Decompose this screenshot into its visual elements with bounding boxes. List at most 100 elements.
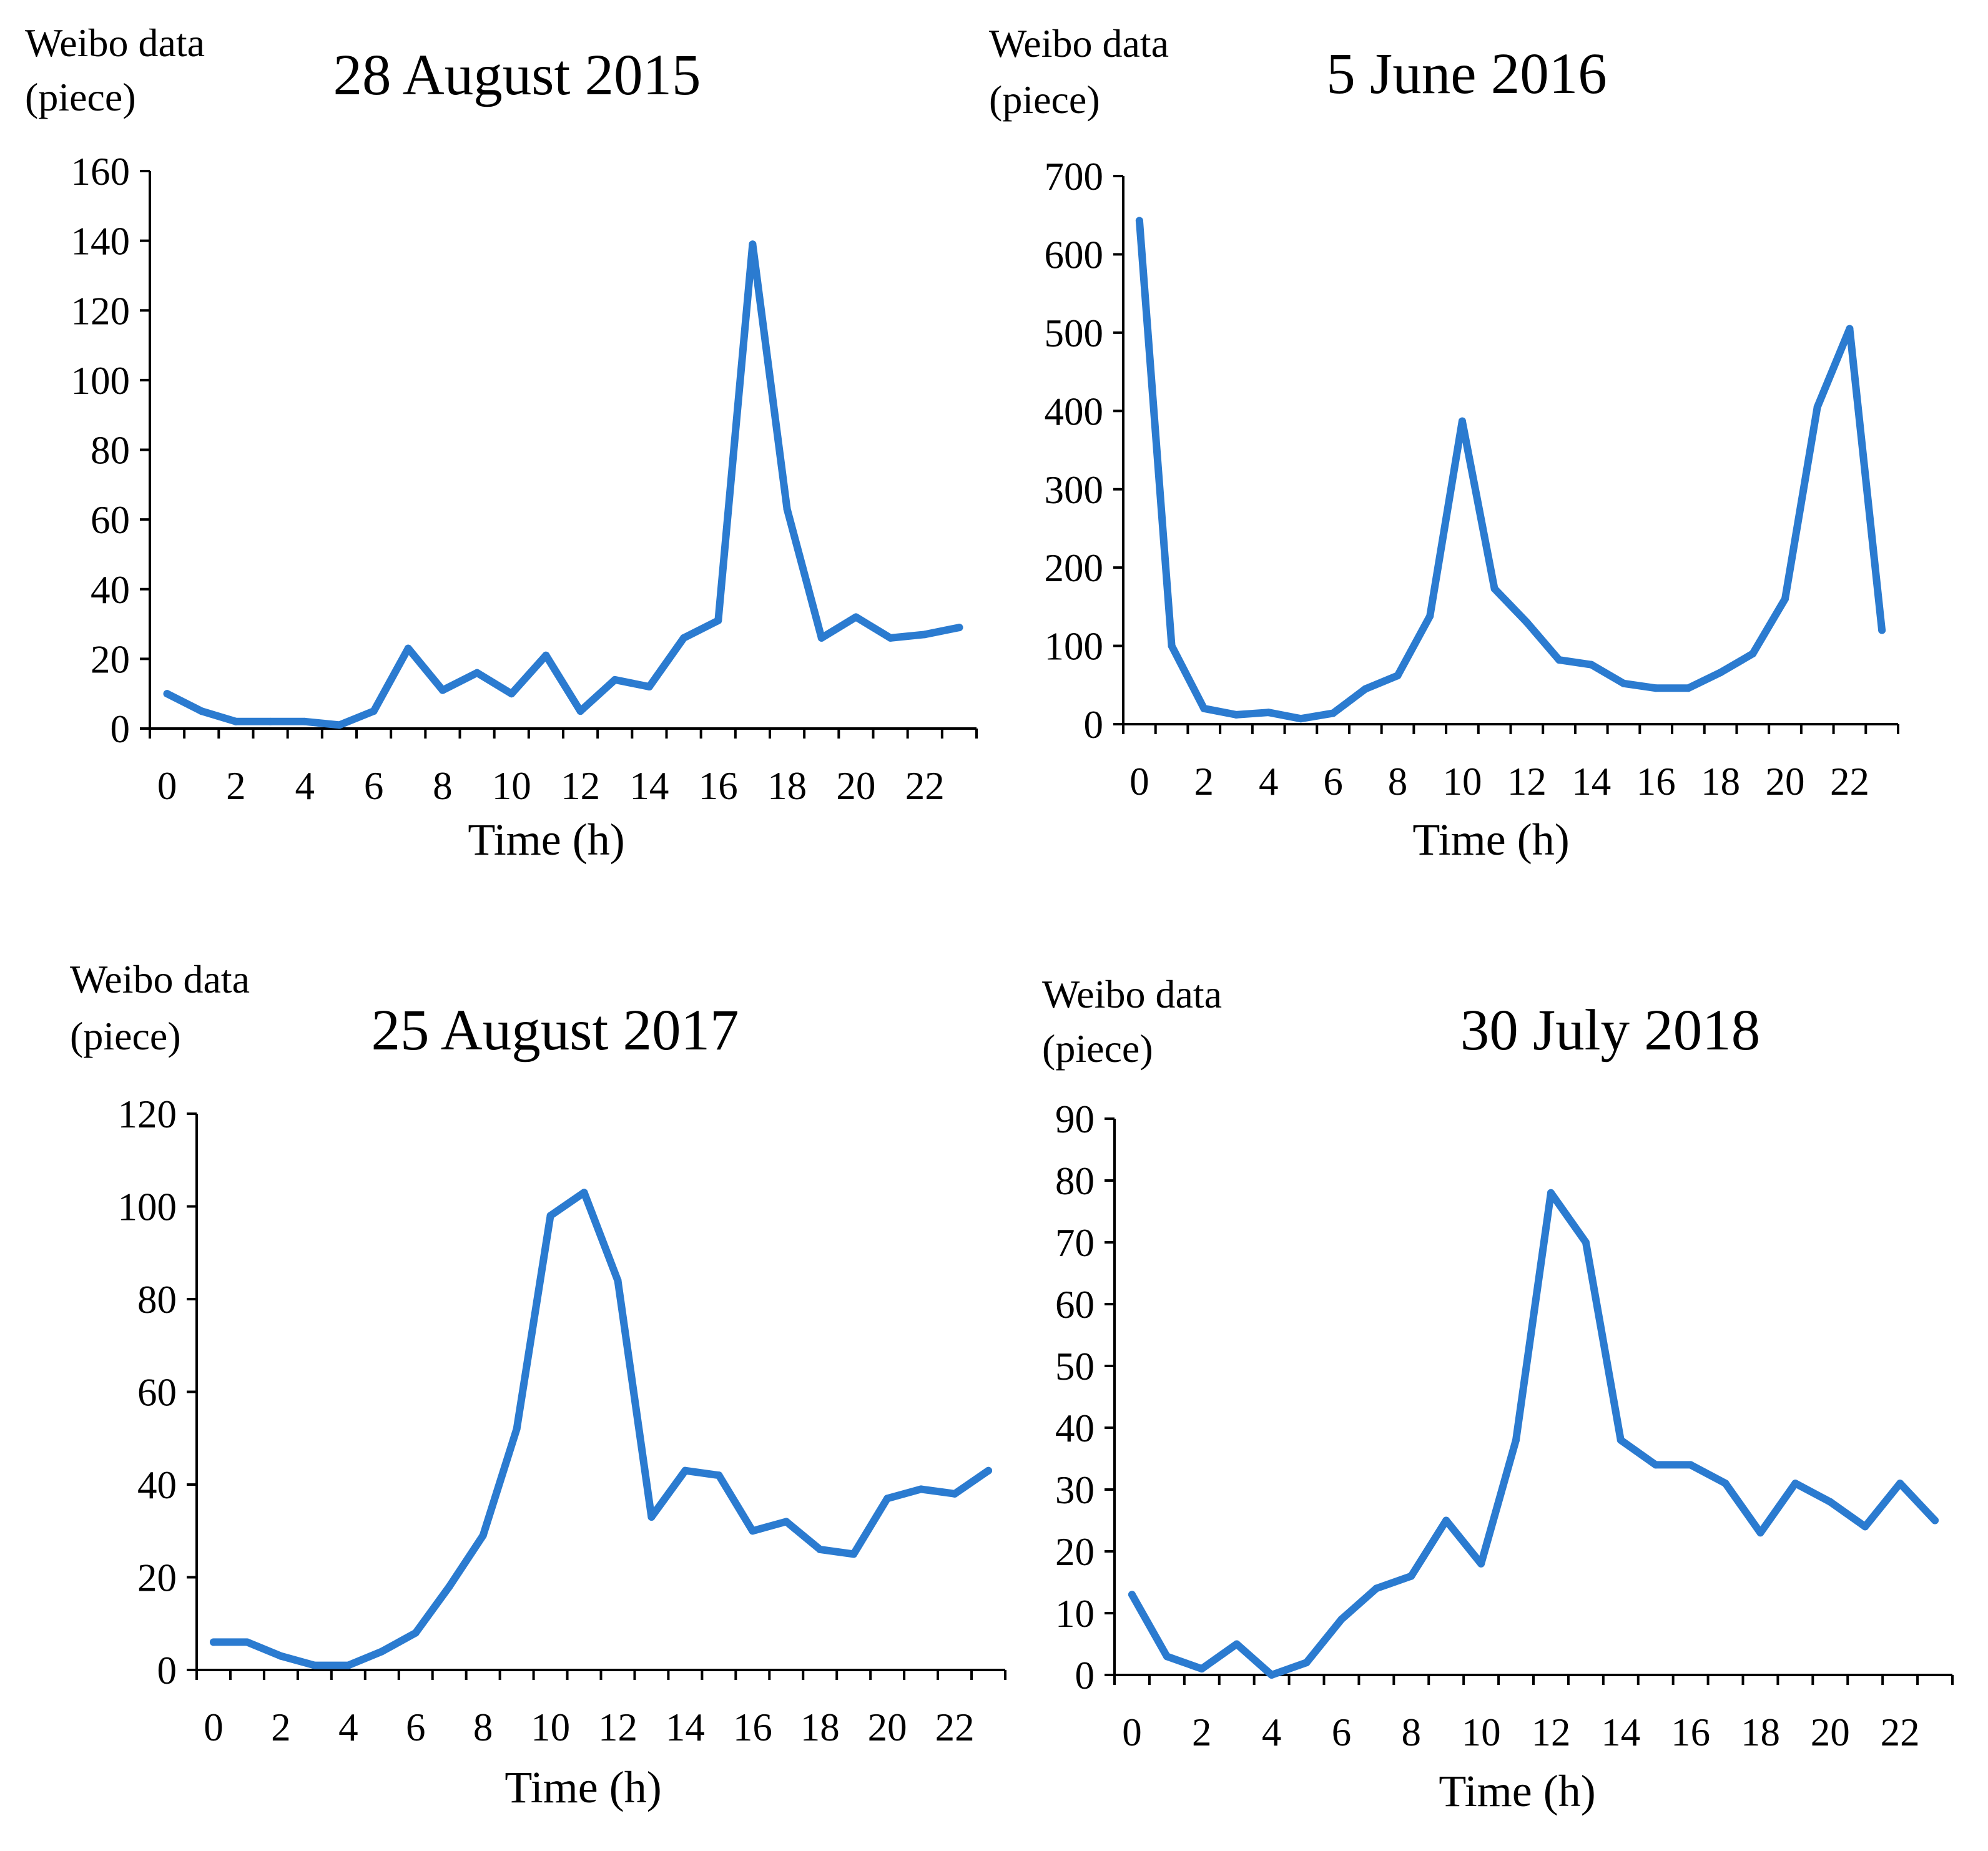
data-point <box>1512 1436 1520 1444</box>
x-axis-label: Time (h) <box>1439 1766 1595 1816</box>
x-axis-label: Time (h) <box>468 815 624 865</box>
data-point <box>1652 684 1660 692</box>
data-point <box>1267 1671 1276 1679</box>
y-tick-label: 10 <box>1055 1592 1095 1636</box>
x-tick-label: 12 <box>598 1706 637 1749</box>
x-tick-label: 20 <box>836 764 875 808</box>
data-point <box>1547 1189 1555 1197</box>
data-point <box>1791 1480 1799 1488</box>
x-tick-label: 22 <box>1830 760 1869 803</box>
y-tick-label: 120 <box>118 1092 177 1136</box>
data-point <box>1198 1665 1206 1673</box>
series-line <box>163 240 963 729</box>
data-point <box>1490 585 1498 593</box>
y-tick-label: 0 <box>1084 703 1104 747</box>
x-tick-label: 16 <box>733 1706 772 1749</box>
x-axis-label: Time (h) <box>504 1762 661 1812</box>
y-tick-label: 80 <box>1055 1159 1095 1203</box>
y-axis-label-line2: (piece) <box>989 77 1100 122</box>
y-tick-label: 60 <box>1055 1283 1095 1327</box>
plot-area: 0 20 40 60 80 100 120 0 2 4 6 8 10 12 14 16 18 20 22 <box>118 1092 1006 1749</box>
y-tick-label: 0 <box>111 707 130 751</box>
data-point <box>1846 325 1854 333</box>
y-tick-label: 40 <box>91 568 130 612</box>
y-tick-label: 160 <box>71 150 130 194</box>
x-tick-label: 0 <box>1122 1711 1142 1754</box>
chart-panel-2015: Weibo data (piece) 28 August 2015 Time (… <box>25 21 978 865</box>
data-point <box>277 1652 285 1660</box>
y-tick-label: 100 <box>71 359 130 403</box>
x-tick-label: 12 <box>1531 1711 1570 1754</box>
data-point <box>1337 1615 1346 1623</box>
x-tick-label: 0 <box>1129 760 1149 803</box>
data-point <box>580 1189 588 1197</box>
data-point <box>681 1466 689 1475</box>
y-tick-label: 30 <box>1055 1468 1095 1512</box>
data-point <box>232 717 240 725</box>
y-axis-label-line2: (piece) <box>70 1014 181 1058</box>
data-point <box>1582 1239 1590 1246</box>
x-tick-label: 14 <box>1601 1711 1640 1754</box>
x-tick-label: 4 <box>338 1706 358 1749</box>
x-tick-label: 18 <box>1701 760 1740 803</box>
x-tick-label: 22 <box>905 764 945 808</box>
data-point <box>301 717 309 725</box>
data-point <box>1426 612 1434 620</box>
x-tick-label: 0 <box>157 764 177 808</box>
chart-panel-2017: Weibo data (piece) 25 August 2017 Time (… <box>70 957 1006 1812</box>
data-point <box>1232 710 1240 719</box>
data-point <box>887 634 895 642</box>
plot-area: 0 100 200 300 400 500 600 700 0 2 4 6 8 10 12 14 16 18 20 2… <box>1045 155 1899 803</box>
x-tick-label: 6 <box>406 1706 426 1749</box>
data-point <box>1264 709 1272 717</box>
x-tick-label: 2 <box>1192 1711 1212 1754</box>
x-tick-label: 2 <box>226 764 246 808</box>
x-tick-label: 16 <box>1671 1711 1710 1754</box>
data-point <box>1329 709 1337 717</box>
data-point <box>1620 679 1628 687</box>
data-point <box>1716 669 1725 677</box>
x-tick-label: 6 <box>364 764 384 808</box>
y-tick-label: 300 <box>1045 468 1104 512</box>
data-point <box>1372 1584 1380 1593</box>
data-point <box>955 624 963 632</box>
x-tick-label: 4 <box>1259 760 1279 803</box>
x-tick-label: 8 <box>473 1706 493 1749</box>
y-tick-label: 70 <box>1055 1221 1095 1265</box>
x-tick-label: 10 <box>531 1706 570 1749</box>
series-line <box>210 1189 992 1669</box>
data-point <box>370 707 378 715</box>
chart-title: 28 August 2015 <box>333 43 701 107</box>
x-tick-label: 2 <box>1194 760 1214 803</box>
data-point <box>783 505 791 513</box>
y-tick-label: 100 <box>1045 625 1104 669</box>
data-point <box>209 1638 217 1646</box>
data-point <box>1931 1516 1939 1524</box>
y-tick-label: 200 <box>1045 546 1104 590</box>
data-point <box>1896 1480 1904 1488</box>
data-point <box>715 1471 723 1480</box>
x-tick-label: 20 <box>868 1706 907 1749</box>
x-tick-label: 10 <box>1442 760 1482 803</box>
x-tick-label: 20 <box>1811 1711 1850 1754</box>
data-point <box>1168 642 1176 650</box>
data-point <box>1616 1436 1625 1444</box>
data-point <box>1407 1572 1415 1580</box>
x-tick-label: 22 <box>1881 1711 1920 1754</box>
data-point <box>1361 685 1369 693</box>
data-point <box>243 1638 251 1646</box>
y-tick-label: 100 <box>118 1186 177 1229</box>
y-tick-label: 500 <box>1045 312 1104 355</box>
data-point <box>378 1647 386 1656</box>
data-point <box>411 1629 420 1637</box>
y-axis-label-line2: (piece) <box>1042 1026 1153 1071</box>
data-point <box>267 717 275 725</box>
data-point <box>508 690 516 698</box>
data-point <box>1555 656 1563 664</box>
data-point <box>680 634 688 642</box>
x-tick-label: 2 <box>271 1706 291 1749</box>
y-tick-label: 600 <box>1045 233 1104 277</box>
chart-title: 30 July 2018 <box>1460 998 1761 1063</box>
data-point <box>404 644 412 652</box>
